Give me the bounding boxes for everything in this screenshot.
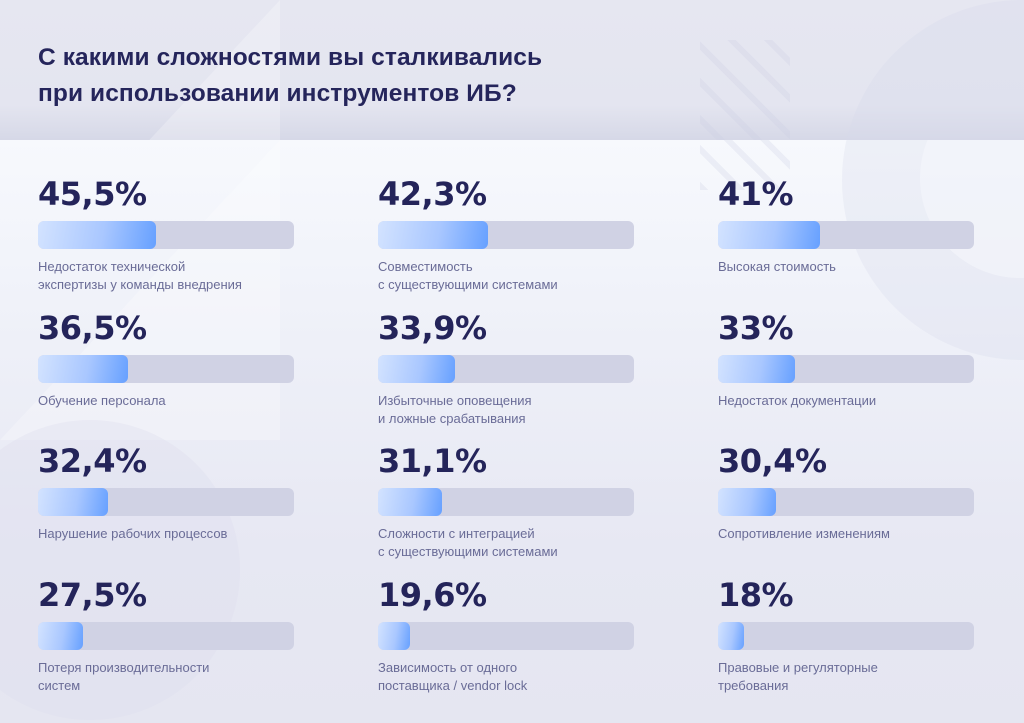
bar-label: Зависимость от одного поставщика / vendor… [378,659,678,695]
bar-label-line: Сопротивление изменениям [718,526,890,541]
bar-label-line: Совместимость [378,259,473,274]
bar-track [378,221,634,249]
bar-track [718,355,974,383]
bar-fill [718,355,795,383]
bar-label-line: Высокая стоимость [718,259,836,274]
percent-value: 19,6% [378,576,487,614]
bar-label-line: экспертизы у команды внедрения [38,277,242,292]
bar-label-line: Зависимость от одного [378,660,518,675]
bar-label: Сложности с интеграцией с существующими с… [378,525,678,561]
percent-value: 41% [718,175,794,213]
bar-fill [378,221,488,249]
bar-label: Недостаток документации [718,392,1018,410]
bar-label-line: и ложные срабатывания [378,411,526,426]
bar-fill [718,221,820,249]
title-line-1: С какими сложностями вы сталкивались [38,44,543,71]
decorative-circle [842,0,1024,140]
bar-label-line: Потеря производительности [38,660,210,675]
percent-value: 30,4% [718,442,827,480]
percent-value: 36,5% [38,309,147,347]
bar-label: Избыточные оповещения и ложные срабатыван… [378,392,678,428]
bar-fill [718,488,776,516]
bar-track [718,221,974,249]
bar-label: Недостаток технической экспертизы у коман… [38,258,338,294]
bar-fill [38,622,83,650]
decorative-stripes [700,40,790,140]
percent-value: 27,5% [38,576,147,614]
bar-label: Высокая стоимость [718,258,1018,276]
bar-track [718,488,974,516]
bar-label: Правовые и регуляторные требования [718,659,1018,695]
bar-fill [378,488,442,516]
bar-label-line: Нарушение рабочих процессов [38,526,228,541]
bar-label-line: с существующими системами [378,544,558,559]
bar-label: Сопротивление изменениям [718,525,1018,543]
bar-track [378,622,634,650]
bar-label: Обучение персонала [38,392,338,410]
page-title: С какими сложностями вы сталкивались при… [38,40,542,112]
bar-label-line: поставщика / vendor lock [378,678,528,693]
bar-label-line: с существующими системами [378,277,558,292]
bar-label: Потеря производительности систем [38,659,338,695]
bar-track [38,622,294,650]
header-band: С какими сложностями вы сталкивались при… [0,0,1024,140]
bar-label-line: Недостаток технической [38,259,186,274]
decorative-circle [842,140,1024,360]
bar-fill [378,622,410,650]
bar-fill [38,355,128,383]
bar-label-line: Обучение персонала [38,393,166,408]
percent-value: 33,9% [378,309,487,347]
percent-value: 31,1% [378,442,487,480]
bar-track [38,355,294,383]
bar-label-line: систем [38,678,81,693]
bar-label-line: Недостаток документации [718,393,877,408]
percent-value: 42,3% [378,175,487,213]
bar-track [38,221,294,249]
bar-track [38,488,294,516]
percent-value: 32,4% [38,442,147,480]
bar-fill [718,622,744,650]
bar-fill [38,221,156,249]
title-line-2: при использовании инструментов ИБ? [38,80,517,107]
bar-track [378,355,634,383]
bar-track [718,622,974,650]
bar-label-line: требования [718,678,789,693]
bar-track [378,488,634,516]
bar-label: Нарушение рабочих процессов [38,525,338,543]
bar-label-line: Избыточные оповещения [378,393,532,408]
bar-fill [38,488,108,516]
bar-label-line: Правовые и регуляторные [718,660,878,675]
percent-value: 33% [718,309,794,347]
bar-label-line: Сложности с интеграцией [378,526,535,541]
bar-fill [378,355,455,383]
percent-value: 45,5% [38,175,147,213]
percent-value: 18% [718,576,794,614]
bar-label: Совместимость с существующими системами [378,258,678,294]
